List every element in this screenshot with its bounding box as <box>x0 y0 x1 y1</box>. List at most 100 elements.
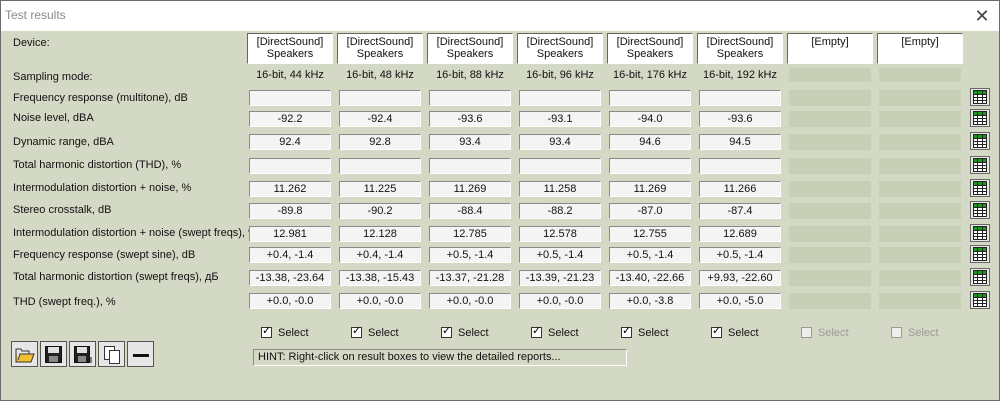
result-cell[interactable]: 12.689 <box>699 226 781 242</box>
result-cell[interactable]: -93.6 <box>429 111 511 127</box>
result-cell[interactable]: -87.4 <box>699 203 781 219</box>
result-cell[interactable]: 12.128 <box>339 226 421 242</box>
result-cell[interactable]: +0.4, -1.4 <box>249 247 331 263</box>
table-view-button[interactable] <box>970 109 990 127</box>
result-cell[interactable]: 92.8 <box>339 134 421 150</box>
result-cell[interactable]: -92.4 <box>339 111 421 127</box>
device-box-7[interactable]: [Empty] <box>787 33 873 64</box>
result-cell[interactable] <box>609 90 691 106</box>
device-box-6[interactable]: [DirectSound] Speakers <box>697 33 783 64</box>
close-icon[interactable]: ✕ <box>974 6 990 26</box>
result-cell[interactable] <box>699 158 781 174</box>
result-cell[interactable] <box>519 90 601 106</box>
result-cell[interactable]: 12.785 <box>429 226 511 242</box>
table-view-button[interactable] <box>970 245 990 263</box>
result-cell[interactable] <box>879 203 961 219</box>
result-cell[interactable] <box>789 293 871 309</box>
copy-button[interactable] <box>98 341 125 367</box>
result-cell[interactable] <box>879 293 961 309</box>
result-cell[interactable] <box>879 226 961 242</box>
table-view-button[interactable] <box>970 88 990 106</box>
result-cell[interactable]: +0.5, -1.4 <box>519 247 601 263</box>
select-checkbox-5[interactable]: ✓ Select <box>621 325 669 341</box>
result-cell[interactable]: -13.37, -21.28 <box>429 270 511 286</box>
result-cell[interactable] <box>789 247 871 263</box>
result-cell[interactable]: 11.225 <box>339 181 421 197</box>
checkbox[interactable]: ✓ <box>261 325 272 338</box>
save-button[interactable] <box>40 341 67 367</box>
result-cell[interactable] <box>249 90 331 106</box>
result-cell[interactable]: 12.981 <box>249 226 331 242</box>
result-cell[interactable]: -13.38, -23.64 <box>249 270 331 286</box>
device-box-1[interactable]: [DirectSound] Speakers <box>247 33 333 64</box>
result-cell[interactable]: -93.1 <box>519 111 601 127</box>
result-cell[interactable] <box>789 270 871 286</box>
result-cell[interactable]: 12.578 <box>519 226 601 242</box>
result-cell[interactable]: -13.39, -21.23 <box>519 270 601 286</box>
checkbox[interactable]: ✓ <box>351 325 362 338</box>
result-cell[interactable]: -13.38, -15.43 <box>339 270 421 286</box>
table-view-button[interactable] <box>970 291 990 309</box>
result-cell[interactable]: -87.0 <box>609 203 691 219</box>
checkbox[interactable]: ✓ <box>711 325 722 338</box>
result-cell[interactable] <box>519 158 601 174</box>
result-cell[interactable]: 11.258 <box>519 181 601 197</box>
result-cell[interactable] <box>429 158 511 174</box>
result-cell[interactable]: +0.0, -3.8 <box>609 293 691 309</box>
result-cell[interactable]: 11.266 <box>699 181 781 197</box>
checkbox[interactable]: ✓ <box>531 325 542 338</box>
checkbox[interactable]: ✓ <box>441 325 452 338</box>
result-cell[interactable] <box>429 90 511 106</box>
table-view-button[interactable] <box>970 224 990 242</box>
result-cell[interactable] <box>789 90 871 106</box>
result-cell[interactable]: -13.40, -22.66 <box>609 270 691 286</box>
select-checkbox-3[interactable]: ✓ Select <box>441 325 489 341</box>
checkbox[interactable]: ✓ <box>621 325 632 338</box>
result-cell[interactable]: 93.4 <box>429 134 511 150</box>
device-box-2[interactable]: [DirectSound] Speakers <box>337 33 423 64</box>
result-cell[interactable] <box>789 226 871 242</box>
result-cell[interactable]: 12.755 <box>609 226 691 242</box>
result-cell[interactable]: +0.5, -1.4 <box>699 247 781 263</box>
device-box-8[interactable]: [Empty] <box>877 33 963 64</box>
table-view-button[interactable] <box>970 156 990 174</box>
result-cell[interactable] <box>789 203 871 219</box>
table-view-button[interactable] <box>970 132 990 150</box>
select-checkbox-6[interactable]: ✓ Select <box>711 325 759 341</box>
result-cell[interactable]: 92.4 <box>249 134 331 150</box>
table-view-button[interactable] <box>970 268 990 286</box>
result-cell[interactable]: 93.4 <box>519 134 601 150</box>
result-cell[interactable] <box>879 247 961 263</box>
result-cell[interactable]: 94.6 <box>609 134 691 150</box>
result-cell[interactable] <box>879 181 961 197</box>
result-cell[interactable] <box>789 158 871 174</box>
result-cell[interactable]: 11.269 <box>609 181 691 197</box>
result-cell[interactable]: +0.5, -1.4 <box>609 247 691 263</box>
result-cell[interactable] <box>789 181 871 197</box>
result-cell[interactable]: +0.5, -1.4 <box>429 247 511 263</box>
result-cell[interactable]: -89.8 <box>249 203 331 219</box>
result-cell[interactable]: +0.0, -5.0 <box>699 293 781 309</box>
remove-button[interactable] <box>127 341 154 367</box>
result-cell[interactable]: -88.4 <box>429 203 511 219</box>
result-cell[interactable] <box>699 90 781 106</box>
result-cell[interactable]: 11.262 <box>249 181 331 197</box>
device-box-4[interactable]: [DirectSound] Speakers <box>517 33 603 64</box>
result-cell[interactable]: -94.0 <box>609 111 691 127</box>
table-view-button[interactable] <box>970 201 990 219</box>
device-box-5[interactable]: [DirectSound] Speakers <box>607 33 693 64</box>
select-checkbox-2[interactable]: ✓ Select <box>351 325 399 341</box>
result-cell[interactable]: +0.0, -0.0 <box>249 293 331 309</box>
result-cell[interactable]: +9.93, -22.60 <box>699 270 781 286</box>
result-cell[interactable]: +0.0, -0.0 <box>429 293 511 309</box>
result-cell[interactable] <box>879 111 961 127</box>
open-folder-button[interactable] <box>11 341 38 367</box>
result-cell[interactable]: +0.0, -0.0 <box>519 293 601 309</box>
result-cell[interactable]: -93.6 <box>699 111 781 127</box>
result-cell[interactable] <box>339 90 421 106</box>
result-cell[interactable] <box>789 111 871 127</box>
select-checkbox-1[interactable]: ✓ Select <box>261 325 309 341</box>
result-cell[interactable] <box>789 134 871 150</box>
result-cell[interactable]: +0.0, -0.0 <box>339 293 421 309</box>
result-cell[interactable]: -90.2 <box>339 203 421 219</box>
